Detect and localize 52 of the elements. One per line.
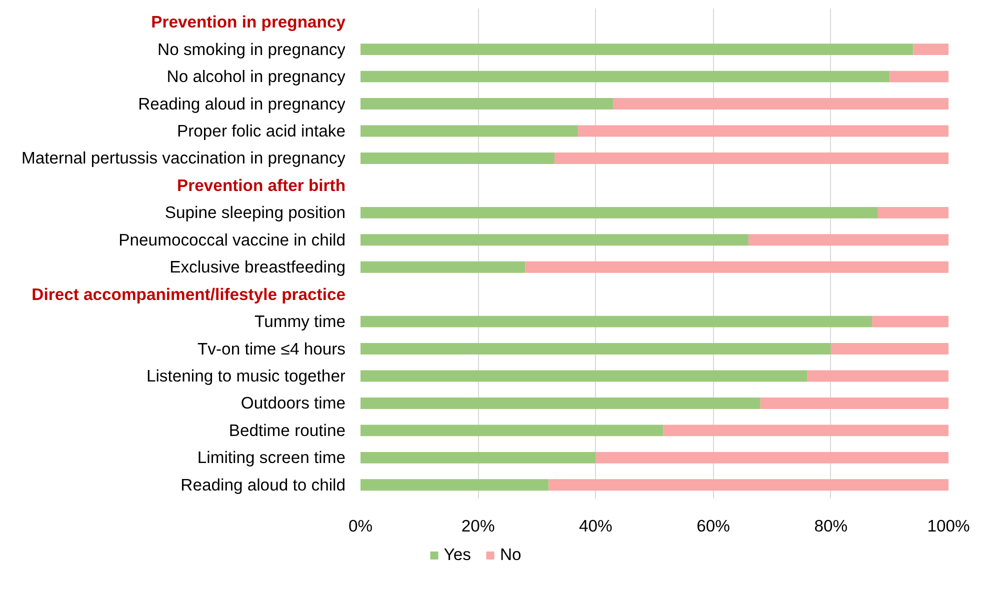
y-tick-label: Listening to music together — [146, 366, 346, 386]
bar — [525, 261, 948, 273]
bar — [360, 479, 549, 491]
bar — [548, 479, 948, 491]
bar — [872, 316, 948, 328]
y-tick-label: Outdoors time — [240, 394, 346, 413]
y-tick-label: Limiting screen time — [197, 448, 346, 468]
bar — [360, 452, 596, 464]
bar — [554, 152, 948, 164]
bar — [878, 206, 948, 218]
bar — [663, 424, 948, 436]
bar — [360, 370, 808, 382]
bar — [613, 98, 948, 110]
x-tick-label: 80% — [814, 516, 848, 536]
bar — [360, 125, 578, 137]
y-tick-label: Prevention in pregnancy — [151, 12, 346, 32]
y-tick-label: Reading aloud to child — [180, 475, 346, 494]
bar — [360, 343, 831, 354]
bar — [360, 152, 555, 164]
y-tick-label: Tummy time — [254, 312, 346, 332]
y-tick-label: Bedtime routine — [228, 420, 346, 440]
bar — [360, 206, 878, 218]
bar — [807, 370, 948, 382]
y-tick-label: Pneumococcal vaccine in child — [118, 230, 346, 250]
bar — [360, 70, 890, 82]
bar — [830, 343, 948, 354]
y-tick-label: Tv-on time ≤4 hours — [198, 339, 346, 358]
x-tick-label: 20% — [461, 516, 495, 536]
bar — [360, 316, 872, 328]
bar — [578, 125, 948, 137]
x-tick-label: 60% — [696, 516, 730, 536]
bar — [360, 234, 749, 246]
x-tick-label: 40% — [579, 516, 613, 536]
y-tick-label: Supine sleeping position — [164, 203, 346, 222]
x-tick-label: 0% — [348, 516, 373, 536]
bar — [360, 44, 914, 56]
bar — [760, 398, 948, 409]
y-tick-label: Direct accompaniment/lifestyle practice — [32, 284, 346, 304]
bar — [596, 452, 948, 464]
bar — [360, 261, 526, 273]
bar — [360, 398, 760, 409]
y-tick-label: Prevention after birth — [177, 176, 346, 195]
bar — [890, 70, 948, 82]
x-tick-label: 100% — [927, 516, 970, 536]
bar — [360, 424, 664, 436]
bar — [913, 44, 948, 56]
bar — [748, 234, 948, 246]
bar — [360, 98, 614, 110]
legend-label: Yes — [444, 545, 471, 565]
y-tick-label: Exclusive breastfeeding — [170, 258, 346, 277]
legend-label: No — [500, 545, 522, 565]
y-tick-label: Proper folic acid intake — [177, 122, 346, 140]
